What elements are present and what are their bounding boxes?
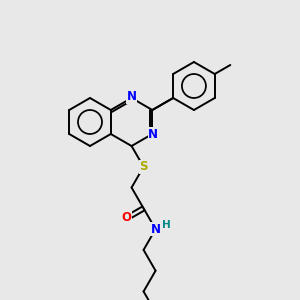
- Text: S: S: [139, 160, 148, 173]
- Text: N: N: [127, 91, 136, 103]
- Text: H: H: [162, 220, 170, 230]
- Text: N: N: [151, 223, 160, 236]
- Text: O: O: [121, 212, 131, 224]
- Text: N: N: [148, 128, 158, 140]
